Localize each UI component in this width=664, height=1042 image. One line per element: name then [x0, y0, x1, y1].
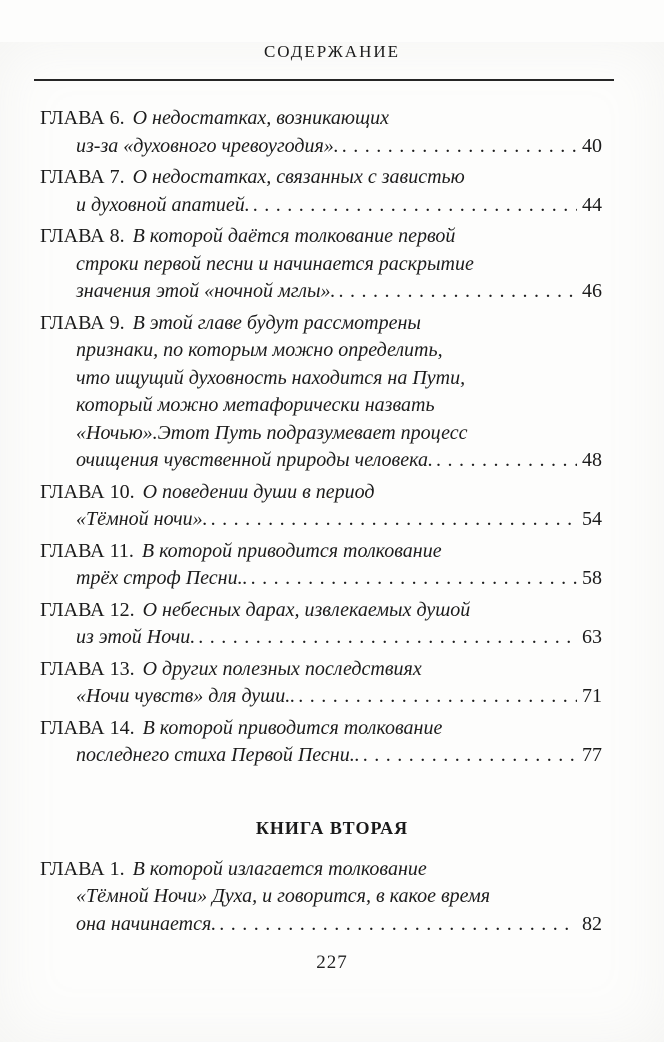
chapter-first-line: ГЛАВА 8. В которой даётся толкование перв… — [40, 223, 602, 251]
toc-entry: ГЛАВА 8. В которой даётся толкование перв… — [40, 223, 602, 306]
toc-entry: ГЛАВА 12. О небесных дарах, извлекаемых д… — [40, 597, 602, 652]
chapter-title-text: из этой Ночи. — [76, 626, 196, 648]
chapter-title-line: что ищущий духовность находится на Пути, — [76, 366, 466, 389]
chapter-last-line: последнего стиха Первой Песни.. 77 — [40, 742, 602, 770]
dot-leader — [360, 742, 577, 770]
folio-page-number: 227 — [316, 952, 348, 973]
chapter-first-line: ГЛАВА 6. О недостатках, возникающих — [40, 105, 602, 133]
dot-leader — [208, 506, 577, 534]
toc-entry: ГЛАВА 14. В которой приводится толкование… — [40, 715, 602, 770]
chapter-title-text: «Ночи чувств» для души.. — [76, 685, 296, 707]
chapter-label: ГЛАВА 6. — [40, 107, 125, 129]
chapter-title-text: трёх строф Песни.. — [76, 567, 248, 589]
toc-entry: ГЛАВА 10. О поведении души в период «Тёмн… — [40, 479, 602, 534]
chapter-label: ГЛАВА 11. — [40, 539, 134, 562]
chapter-title-text: О поведении души в период — [142, 480, 375, 503]
page-ref: 77 — [582, 744, 602, 766]
chapter-last-line: «Ночи чувств» для души.. 71 — [40, 683, 602, 711]
chapter-last-line: очищения чувственной природы человека. 4… — [40, 447, 602, 475]
chapter-label: ГЛАВА 7. — [40, 166, 125, 188]
chapter-first-line: ГЛАВА 10. О поведении души в период — [40, 479, 602, 507]
toc-list-book1: ГЛАВА 6. О недостатках, возникающих из-за… — [40, 105, 602, 770]
chapter-title-text: последнего стиха Первой Песни.. — [76, 744, 360, 766]
chapter-label: ГЛАВА 1. — [40, 857, 125, 880]
toc-entry: ГЛАВА 11. В которой приводится толкование… — [40, 538, 602, 593]
chapter-label: ГЛАВА 10. — [40, 480, 135, 503]
chapter-title-text: В которой даётся толкование первой — [132, 225, 456, 247]
dot-leader — [295, 683, 577, 711]
toc-entry: ГЛАВА 9. В этой главе будут рассмотрены п… — [40, 310, 602, 475]
chapter-title-text: очищения чувственной природы человека. — [76, 449, 433, 471]
dot-leader — [339, 133, 577, 161]
chapter-title-line: «Ночью».Этот Путь подразумевает процесс — [76, 421, 468, 444]
chapter-first-line: ГЛАВА 7. О недостатках, связанных с завис… — [40, 164, 602, 192]
chapter-label: ГЛАВА 14. — [40, 716, 135, 739]
dot-leader — [336, 278, 577, 306]
dot-leader — [250, 192, 577, 220]
page-ref: 46 — [582, 280, 602, 302]
book-two-heading: КНИГА ВТОРАЯ — [255, 817, 409, 838]
page-ref: 40 — [582, 134, 602, 157]
chapter-middle-lines: строки первой песни и начинается раскрыт… — [40, 251, 602, 279]
chapter-label: ГЛАВА 8. — [40, 225, 125, 247]
toc-entry: ГЛАВА 6. О недостатках, возникающих из-за… — [40, 105, 602, 160]
chapter-title-text: она начинается. — [76, 912, 217, 935]
chapter-last-line: и духовной апатией. 44 — [40, 192, 602, 220]
chapter-first-line: ГЛАВА 14. В которой приводится толкование — [40, 715, 602, 743]
page-ref: 58 — [582, 567, 602, 589]
chapter-last-line: из этой Ночи. 63 — [40, 624, 602, 652]
header-divider — [34, 79, 614, 81]
chapter-first-line: ГЛАВА 11. В которой приводится толкование — [40, 538, 602, 566]
chapter-first-line: ГЛАВА 12. О небесных дарах, извлекаемых д… — [40, 597, 602, 625]
chapter-title-text: В которой приводится толкование — [142, 716, 443, 739]
chapter-first-line: ГЛАВА 9. В этой главе будут рассмотрены — [40, 310, 602, 338]
chapter-title-text: О других полезных последствиях — [142, 657, 422, 680]
chapter-last-line: она начинается. 82 — [40, 911, 602, 939]
chapter-first-line: ГЛАВА 1. В которой излагается толкование — [40, 856, 602, 884]
chapter-title-text: В которой приводится толкование — [141, 539, 442, 562]
page-ref: 54 — [582, 508, 602, 530]
chapter-last-line: трёх строф Песни.. 58 — [40, 565, 602, 593]
chapter-title-text: из-за «духовного чревоугодия». — [76, 134, 339, 157]
chapter-first-line: ГЛАВА 13. О других полезных последствиях — [40, 656, 602, 684]
toc-entry: ГЛАВА 13. О других полезных последствиях … — [40, 656, 602, 711]
chapter-title-line: строки первой песни и начинается раскрыт… — [76, 252, 474, 275]
chapter-title-line: который можно метафорически назвать — [76, 394, 435, 416]
chapter-label: ГЛАВА 9. — [40, 311, 125, 334]
dot-leader — [195, 624, 577, 652]
toc-entry: ГЛАВА 1. В которой излагается толкование … — [40, 856, 602, 939]
chapter-title-text: значения этой «ночной мглы». — [76, 280, 336, 302]
page-ref: 63 — [582, 626, 602, 648]
page-ref: 71 — [582, 685, 602, 707]
chapter-title-line: признаки, по которым можно определить, — [76, 339, 443, 361]
table-of-contents: ГЛАВА 6. О недостатках, возникающих из-за… — [0, 105, 664, 938]
chapter-title-text: В которой излагается толкование — [132, 857, 427, 880]
contents-title: СОДЕРЖАНИЕ — [263, 42, 401, 61]
page-ref: 48 — [582, 449, 602, 471]
chapter-middle-lines: признаки, по которым можно определить, чт… — [40, 337, 602, 447]
chapter-title-text: «Тёмной ночи». — [76, 508, 208, 530]
page-ref: 82 — [582, 912, 602, 935]
chapter-title-text: О небесных дарах, извлекаемых душой — [142, 598, 471, 621]
chapter-title-text: О недостатках, возникающих — [132, 107, 390, 129]
chapter-last-line: «Тёмной ночи». 54 — [40, 506, 602, 534]
toc-entry: ГЛАВА 7. О недостатках, связанных с завис… — [40, 164, 602, 219]
dot-leader — [433, 447, 577, 475]
chapter-label: ГЛАВА 13. — [40, 657, 135, 680]
book-page: СОДЕРЖАНИЕ ГЛАВА 6. О недостатках, возник… — [0, 42, 664, 1042]
chapter-title-text: и духовной апатией. — [76, 193, 250, 216]
chapter-title-line: «Тёмной Ночи» Духа, и говорится, в какое… — [76, 885, 491, 907]
chapter-last-line: значения этой «ночной мглы». 46 — [40, 278, 602, 306]
chapter-title-text: В этой главе будут рассмотрены — [132, 311, 421, 334]
chapter-label: ГЛАВА 12. — [40, 598, 135, 621]
chapter-title-text: О недостатках, связанных с завистью — [132, 166, 465, 188]
chapter-middle-lines: «Тёмной Ночи» Духа, и говорится, в какое… — [40, 883, 602, 911]
page-ref: 44 — [582, 193, 602, 216]
toc-list-book2: ГЛАВА 1. В которой излагается толкование … — [40, 856, 602, 939]
dot-leader — [248, 565, 577, 593]
chapter-last-line: из-за «духовного чревоугодия». 40 — [40, 133, 602, 161]
dot-leader — [216, 911, 577, 939]
